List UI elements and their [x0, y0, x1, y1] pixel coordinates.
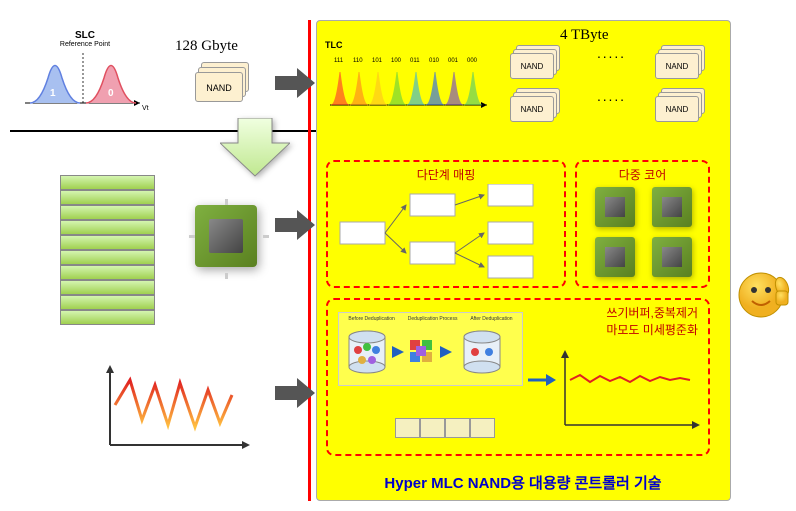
red-line-chart [100, 365, 250, 455]
arrow-right-bottom [275, 378, 315, 408]
green-stack [60, 175, 155, 330]
diagram-container: SLC Reference Point Vt 1 0 128 Gbyte NAN… [0, 0, 796, 511]
dedup-line1: 쓰기버퍼,중복제거 [606, 304, 698, 321]
bottom-title: Hyper MLC NAND용 대용량 콘트롤러 기술 [330, 472, 716, 493]
slc-subtitle: Reference Point [20, 41, 150, 48]
dedup-line2: 마모도 미세평준화 [606, 321, 698, 338]
dots: . . . . . [597, 88, 623, 123]
thumbs-up-emoji-icon [736, 265, 791, 320]
svg-text:010: 010 [429, 58, 440, 64]
dots: . . . . . [597, 45, 623, 80]
arrow-right-top [275, 68, 315, 98]
svg-text:100: 100 [391, 58, 402, 64]
right-capacity-label: 4 TByte [560, 27, 608, 44]
slc-curve: Vt 1 0 [20, 48, 150, 113]
nand-grid: NAND . . . . . NAND NAND . . . . . NAND [510, 45, 710, 120]
multicore-title: 다중 코어 [577, 166, 708, 183]
svg-text:001: 001 [448, 58, 459, 64]
slc-title: SLC [20, 30, 150, 41]
svg-text:111: 111 [334, 58, 344, 64]
nand-stack-left: NAND [195, 62, 250, 107]
tlc-title: TLC [325, 40, 495, 50]
arrow-right-middle [275, 210, 315, 240]
mapping-title: 다단계 매핑 [328, 166, 564, 183]
write-buffer [395, 418, 495, 438]
svg-text:110: 110 [353, 58, 363, 64]
svg-text:Vt: Vt [142, 105, 149, 112]
mapping-box: 다단계 매핑 [326, 160, 566, 288]
multicore-box: 다중 코어 [575, 160, 710, 288]
controller-chip [195, 205, 257, 267]
svg-text:101: 101 [372, 58, 383, 64]
svg-text:000: 000 [467, 58, 478, 64]
flat-line-chart [555, 350, 700, 435]
left-capacity-label: 128 Gbyte [175, 38, 238, 55]
svg-text:0: 0 [108, 88, 114, 99]
slc-chart: SLC Reference Point Vt 1 0 [20, 30, 150, 115]
blue-arrow-icon [528, 370, 558, 390]
svg-text:1: 1 [50, 88, 56, 99]
arrow-down [220, 118, 290, 178]
svg-text:011: 011 [410, 58, 420, 64]
tlc-chart: TLC 111 110 101 100 011 010 001 000 [325, 40, 495, 115]
